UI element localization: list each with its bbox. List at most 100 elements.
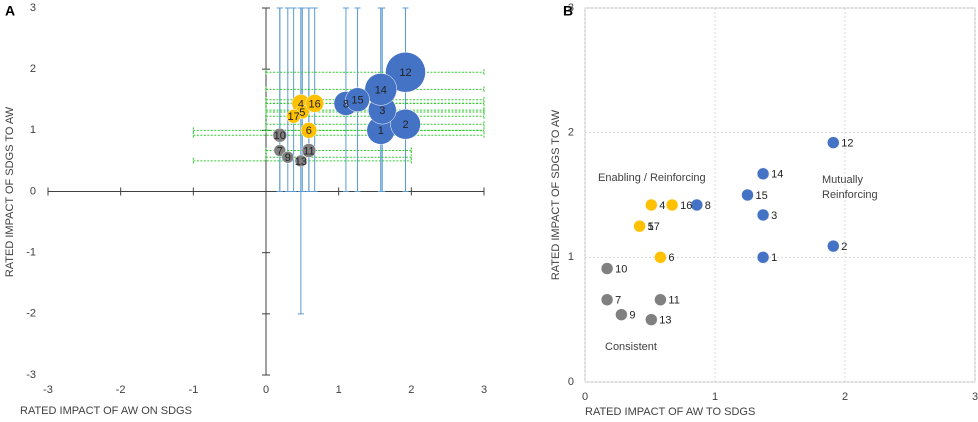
point (294, 154, 308, 168)
x-tick-label: 2 (408, 384, 414, 396)
point-label: 8 (705, 200, 711, 212)
point-label: 17 (287, 111, 299, 123)
y-axis-title: RATED IMPACT OF SDGS TO AW (550, 109, 562, 280)
point-label: 8 (343, 98, 349, 110)
point-label: 14 (375, 84, 387, 96)
x-tick-label: -1 (188, 384, 198, 396)
y-tick-label: 3 (568, 2, 574, 14)
point (654, 293, 667, 306)
point (615, 308, 628, 321)
point (756, 208, 770, 222)
point-label: 7 (615, 295, 621, 307)
point-label: 12 (399, 67, 411, 79)
point-label: 17 (648, 221, 660, 233)
x-tick-label: 0 (263, 384, 269, 396)
point (600, 293, 614, 306)
x-error-bar (192, 127, 485, 134)
point (364, 73, 398, 106)
point-label: 1 (378, 125, 384, 137)
x-axis-title: RATED IMPACT OF AW ON SDGS (20, 405, 192, 417)
x-tick-label: 1 (712, 391, 718, 403)
point (600, 262, 614, 275)
y-tick-label: 2 (30, 63, 36, 75)
point (345, 87, 370, 112)
annotation: Enabling / Reinforcing (598, 172, 706, 184)
point-label: 9 (629, 310, 635, 322)
x-tick-label: -2 (116, 384, 126, 396)
point (633, 219, 646, 233)
point-label: 3 (379, 105, 385, 117)
y-tick-label: 3 (30, 2, 36, 14)
point (645, 313, 658, 326)
point-label: 5 (299, 107, 305, 119)
point (305, 94, 324, 113)
point (827, 136, 840, 149)
point-label: 2 (841, 241, 847, 253)
y-axis-title: RATED IMPACT OF SDGS TO AW (4, 106, 16, 277)
y-error-bar (402, 7, 409, 192)
point-label: 15 (351, 95, 363, 107)
point-label: 11 (668, 295, 679, 307)
point (286, 109, 301, 124)
x-tick-label: 3 (481, 384, 487, 396)
panel-label: B (563, 3, 573, 19)
y-tick-label: -2 (26, 308, 36, 320)
point (281, 150, 295, 164)
point (827, 239, 840, 253)
point (756, 167, 770, 181)
point-label: 1 (771, 252, 777, 264)
point-label: 4 (298, 98, 304, 110)
y-error-bar (276, 7, 283, 192)
point-label: 12 (841, 138, 853, 150)
point (390, 108, 421, 140)
point-label: 6 (668, 252, 674, 264)
point-label: 13 (295, 156, 307, 168)
point-label: 4 (659, 200, 665, 212)
point (272, 127, 288, 143)
point (300, 122, 318, 139)
y-tick-label: 2 (568, 127, 574, 139)
x-tick-label: 0 (582, 391, 588, 403)
annotation: Mutually Reinforcing (822, 174, 878, 201)
plot-frame (584, 7, 976, 383)
point-label: 13 (659, 315, 671, 327)
point (690, 198, 704, 212)
point-label: 15 (756, 190, 768, 202)
point (654, 251, 667, 264)
point-label: 16 (680, 200, 692, 212)
point-label: 5 (648, 221, 654, 233)
point (645, 198, 658, 212)
x-tick-label: 1 (336, 384, 342, 396)
x-error-bar (265, 69, 485, 76)
x-tick-label: 3 (972, 391, 978, 403)
y-tick-label: 1 (568, 251, 574, 263)
point-label: 2 (402, 119, 408, 131)
x-axis-title: RATED IMPACT OF AW TO SDGS (585, 406, 755, 418)
x-tick-label: -3 (43, 384, 53, 396)
x-error-bar (265, 147, 412, 154)
panel-label: A (5, 3, 15, 19)
point-label: 11 (303, 145, 314, 157)
point-label: 10 (615, 263, 627, 275)
point (385, 51, 426, 93)
point-label: 14 (771, 169, 783, 181)
y-tick-label: 0 (30, 185, 36, 197)
y-tick-label: -3 (26, 369, 36, 381)
point (301, 143, 317, 158)
point-label: 16 (309, 98, 321, 110)
point-label: 3 (771, 210, 777, 222)
y-tick-label: 0 (568, 376, 574, 388)
point-label: 6 (306, 125, 312, 137)
x-error-bar (192, 132, 485, 139)
point-label: 10 (274, 130, 286, 142)
point (756, 251, 770, 264)
y-tick-label: 1 (30, 124, 36, 136)
x-tick-label: 2 (842, 391, 848, 403)
point-label: 9 (285, 152, 291, 164)
point (741, 188, 754, 202)
point (665, 198, 679, 212)
y-tick-label: -1 (26, 247, 36, 259)
annotation: Consistent (605, 341, 657, 353)
point-label: 7 (277, 145, 283, 157)
